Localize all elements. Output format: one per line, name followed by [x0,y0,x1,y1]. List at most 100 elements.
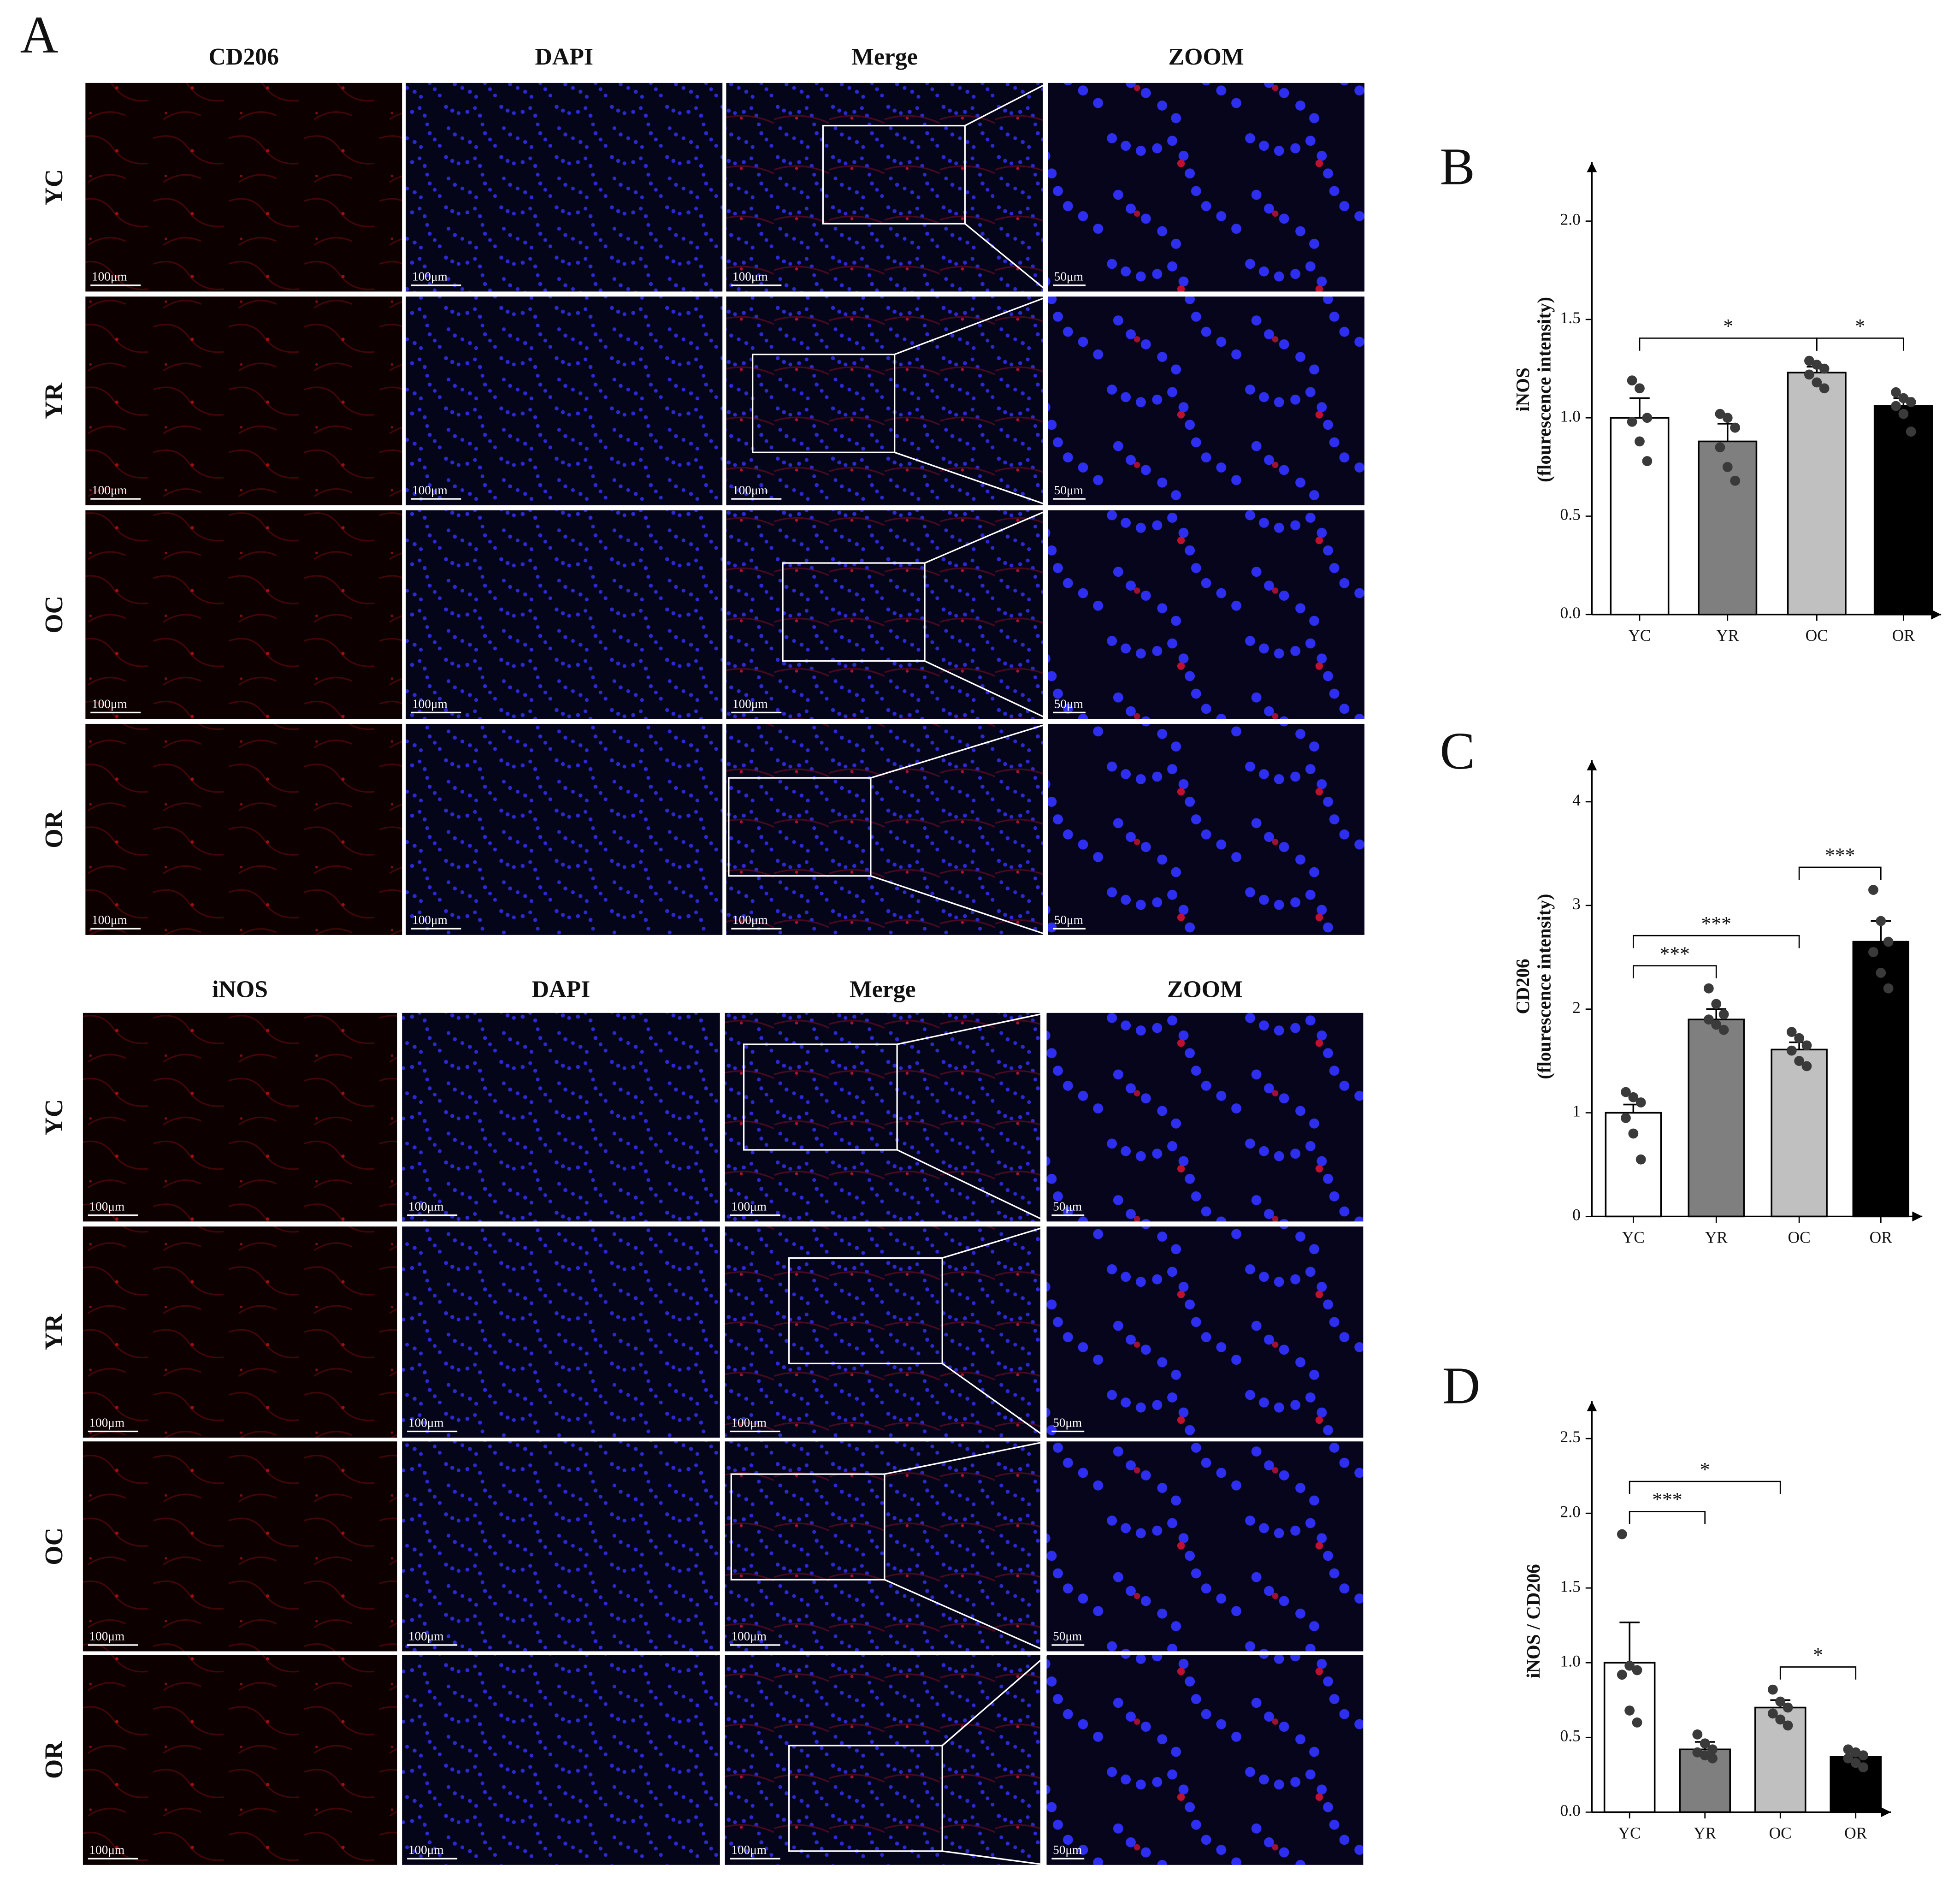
scale-bar-label: 100μm [92,483,127,497]
column-header: CD206 [209,44,279,70]
significance-bracket [1632,965,1717,978]
y-axis-label: (flourescence intensity) [1534,894,1554,1079]
data-point [1621,1113,1631,1123]
data-point [1617,1670,1627,1680]
zoom-line [894,451,1048,506]
axis-arrow [1587,162,1597,172]
scale-bar-label: 50μm [1054,913,1083,927]
scale-bar-label: 100μm [92,270,127,284]
zoom-box [788,1257,943,1364]
row-label: OC [40,1528,68,1565]
significance-bracket [1639,338,1818,351]
scale-bar-label: 50μm [1053,1200,1082,1214]
x-tick-label: YC [1628,626,1651,645]
scale-bar-label: 100μm [412,913,448,927]
x-tick-label: OR [1844,1824,1867,1842]
data-point [1707,1753,1718,1764]
micrograph [1046,1226,1364,1438]
zoom-line [897,1012,1047,1045]
y-tick-label: 2.5 [1560,1427,1581,1446]
x-tick-label: OC [1788,1228,1811,1247]
zoom-line [924,660,1048,720]
scale-bar-label: 100μm [408,1415,444,1429]
zoom-box [743,1043,898,1151]
micrograph [402,1226,720,1438]
zoom-line [894,296,1048,355]
micrograph [83,1441,397,1652]
data-point [1812,360,1822,370]
micrograph [83,1013,397,1222]
data-point [1635,436,1645,447]
x-tick-label: OC [1806,626,1828,645]
zoom-line [884,1579,1047,1652]
micrograph [1048,83,1365,292]
error-bar [1619,1621,1640,1663]
x-tick-label: YC [1622,1228,1645,1247]
significance-label: * [1700,1458,1710,1480]
data-point [1775,1714,1786,1725]
y-tick-label: 0.5 [1560,505,1581,524]
scale-bar-label: 100μm [732,270,768,284]
data-point [1700,1738,1710,1749]
y-axis-label: (flourescence intensity) [1534,297,1554,482]
scale-bar-label: 100μm [731,1415,767,1429]
significance-label: * [1813,1644,1823,1666]
micrograph [726,723,1043,935]
y-tick-label: 1.0 [1560,407,1581,425]
data-point [1703,983,1714,994]
bar [1605,1112,1662,1218]
zoom-box [782,562,926,662]
data-point [1868,885,1878,895]
micrograph [83,1655,397,1865]
data-point [1642,456,1653,466]
y-axis-label: iNOS [1512,367,1533,411]
data-point [1627,375,1637,386]
scale-bar-label: 50μm [1054,483,1083,497]
data-point [1794,1056,1805,1066]
column-header: ZOOM [1167,976,1243,1002]
micrograph [725,1655,1040,1865]
column-header: DAPI [535,44,594,70]
y-tick-label: 0.5 [1560,1726,1581,1745]
scale-bar-label: 100μm [408,1843,444,1857]
bar [1787,372,1847,616]
data-point [1692,1747,1703,1758]
column-header: Merge [850,976,916,1002]
data-point [1843,1744,1854,1755]
scale-bar-label: 50μm [1053,1629,1082,1643]
micrograph [402,1655,720,1865]
scale-bar-label: 100μm [412,483,448,497]
y-tick-label: 3 [1572,894,1581,913]
scale-bar-label: 100μm [408,1629,444,1643]
zoom-line [870,875,1048,936]
error-bar [1706,1008,1727,1020]
micrograph [726,296,1043,505]
row-label: OR [40,810,68,848]
bar [1873,405,1933,616]
significance-bracket [1816,338,1904,351]
data-point [1718,1009,1729,1019]
scale-bar-label: 100μm [89,1200,125,1214]
data-point [1801,1061,1812,1072]
y-tick-label: 0.0 [1560,604,1581,622]
data-point [1711,1019,1722,1030]
data-point [1730,475,1741,486]
scale-bar-label: 100μm [412,270,448,284]
scale-bar-label: 100μm [92,697,127,711]
data-point [1715,442,1725,453]
data-point [1898,393,1909,403]
micrograph [406,510,723,719]
data-point [1801,1040,1812,1051]
data-point [1722,462,1733,472]
scale-bar-label: 100μm [731,1629,767,1643]
axis-arrow [1587,760,1597,770]
column-header: iNOS [212,976,268,1002]
zoom-line [870,723,1048,779]
scale-bar-label: 100μm [412,697,448,711]
bar [1852,941,1910,1218]
data-point [1906,397,1916,407]
data-point [1642,413,1653,423]
scale-bar-label: 100μm [732,697,768,711]
data-point [1843,1753,1854,1764]
